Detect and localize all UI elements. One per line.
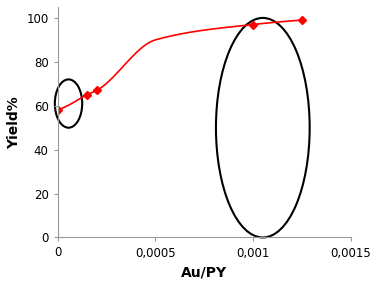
X-axis label: Au/PY: Au/PY xyxy=(181,265,227,279)
Y-axis label: Yield%: Yield% xyxy=(7,96,21,149)
